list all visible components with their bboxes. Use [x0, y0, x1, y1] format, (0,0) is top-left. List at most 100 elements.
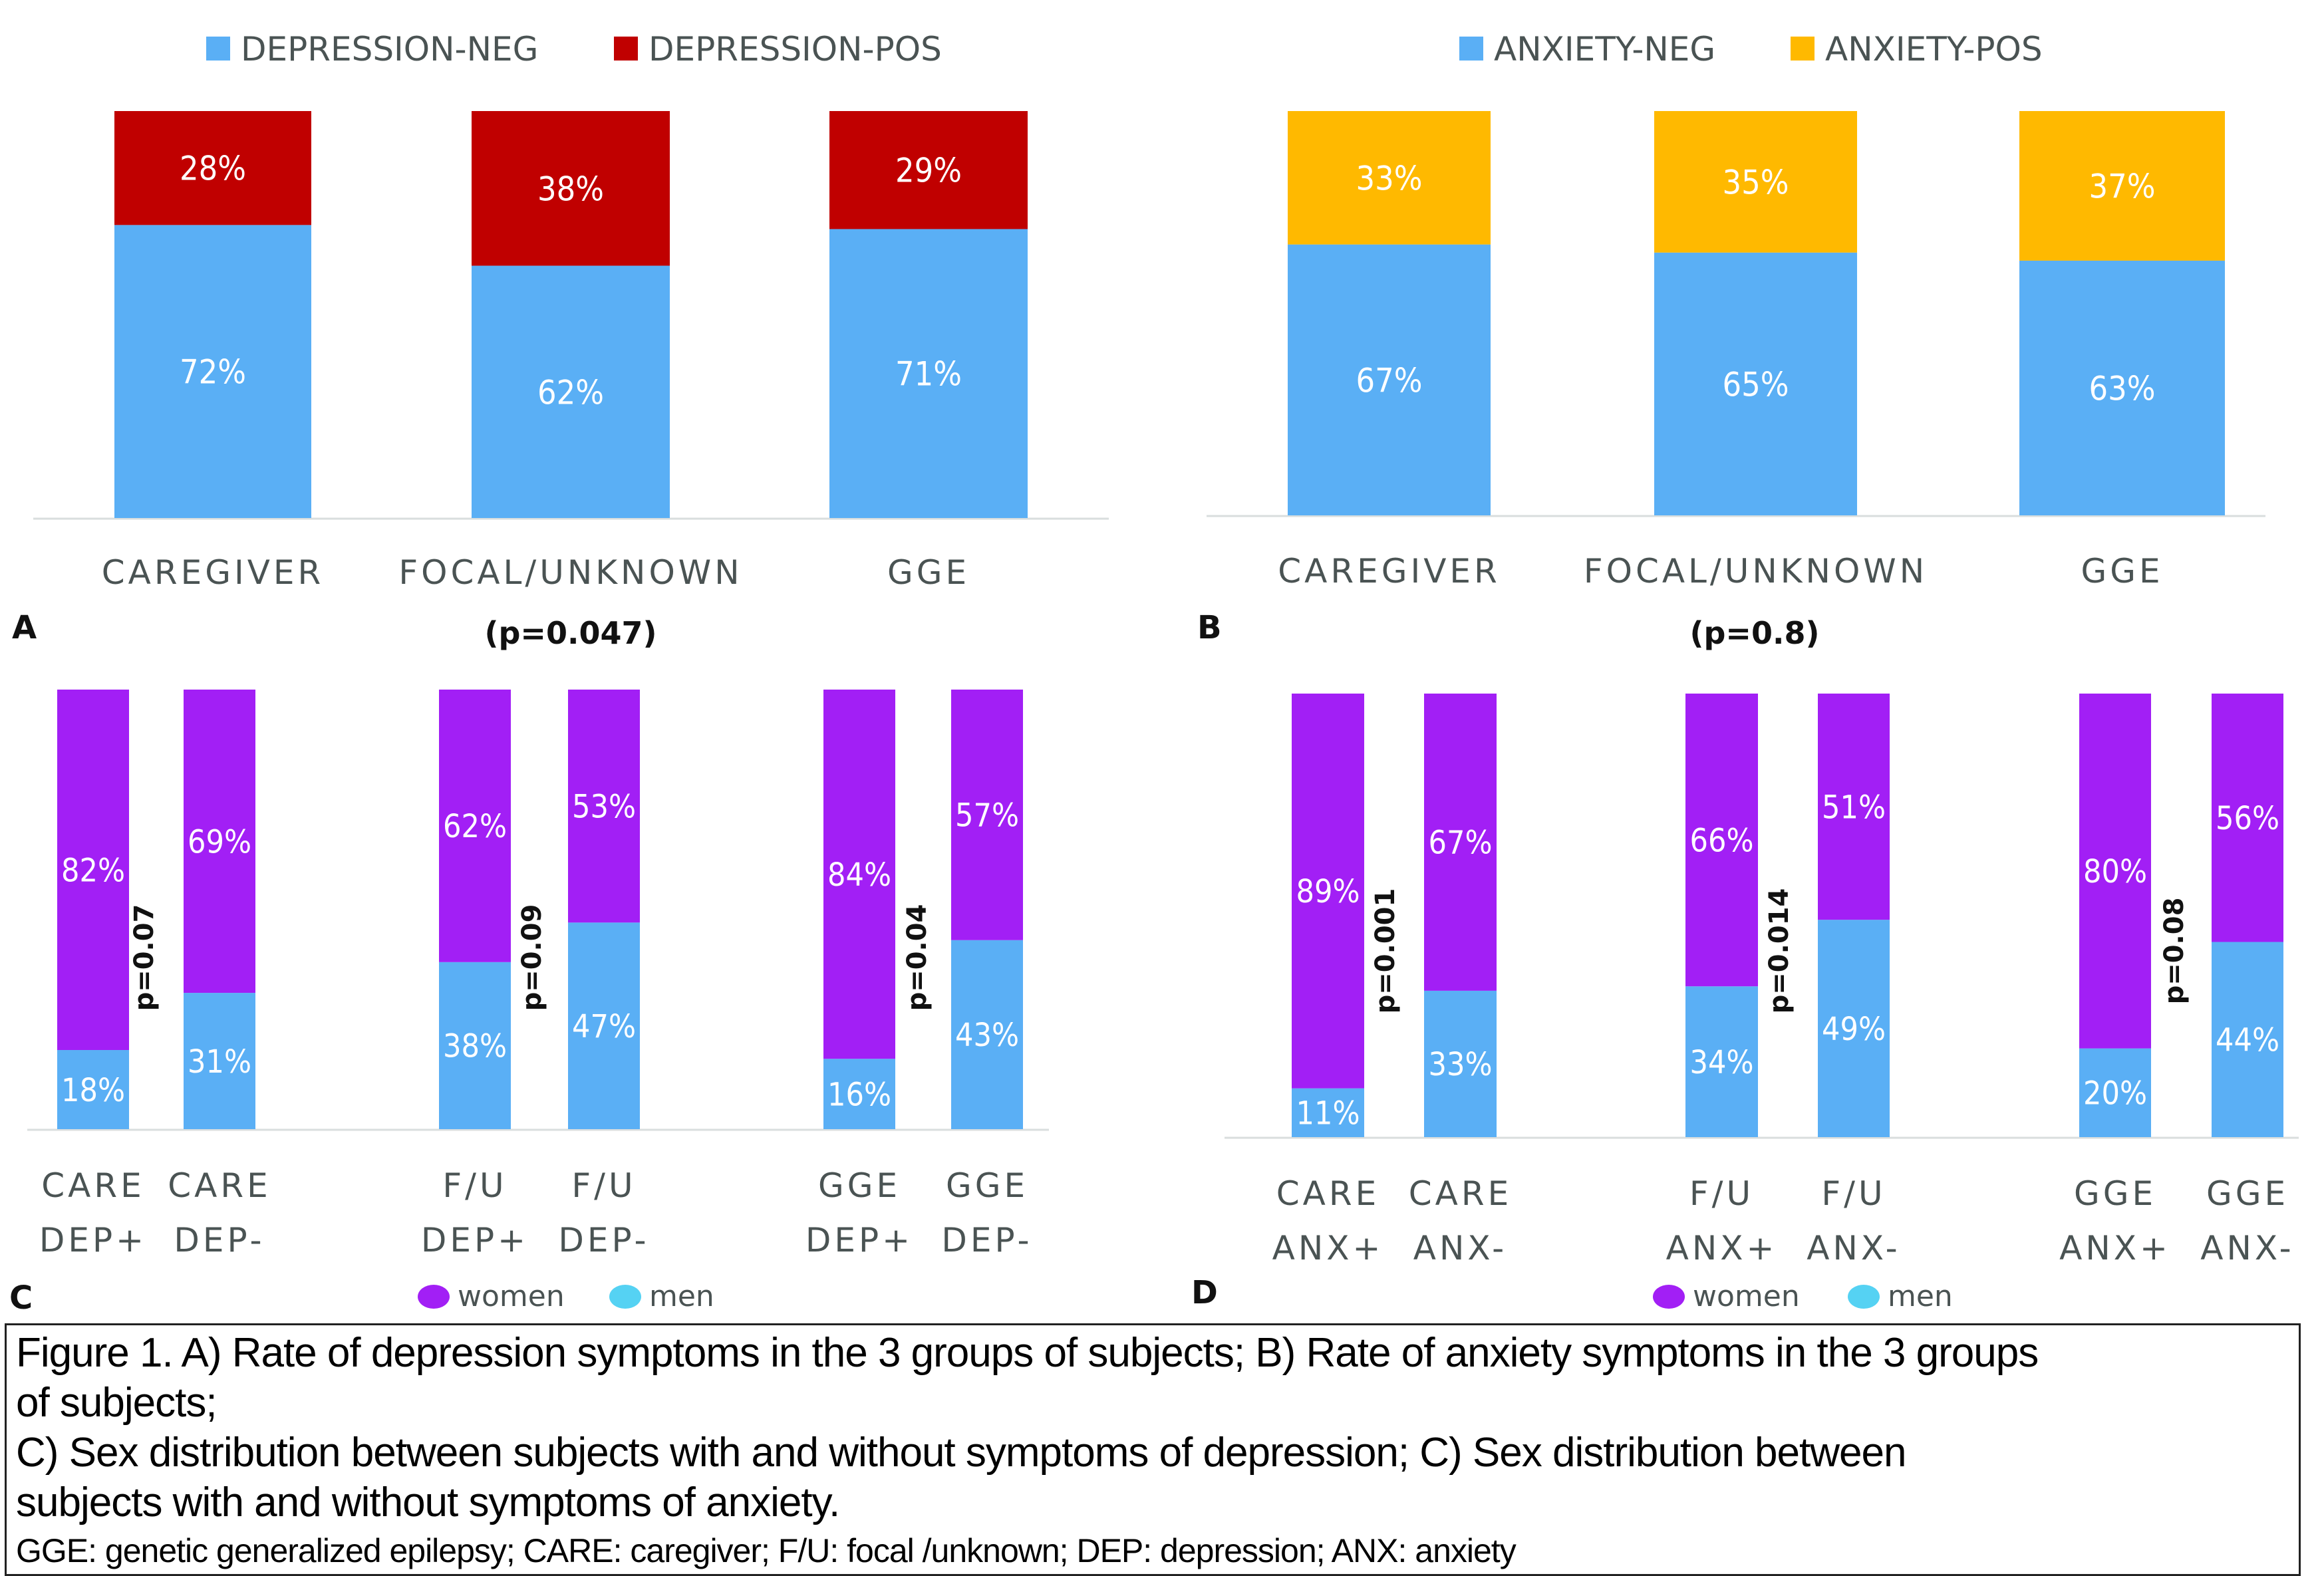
panel-b-data-label: 67%: [1356, 361, 1423, 400]
panel-d-data-label: 44%: [2216, 1022, 2279, 1059]
panel-b-bar-focal-unknown-anxiety-pos: [1654, 111, 1857, 253]
panel-d-data-label: 67%: [1429, 825, 1493, 862]
panel-d-data-label: 89%: [1296, 873, 1360, 910]
panel-c-bar-gge-dep--men: [951, 940, 1023, 1129]
panel-c-data-label: 16%: [827, 1076, 891, 1113]
panel-d-category-label: ANX+: [1666, 1229, 1778, 1267]
panel-c-category-label: GGE: [818, 1166, 901, 1205]
panel-c-category-label: DEP-: [174, 1221, 265, 1259]
panel-c-category-label: DEP+: [421, 1221, 529, 1259]
panel-a-bar-focal-unknown-depression-pos: [472, 111, 670, 266]
panel-d-category-label: CARE: [1409, 1174, 1512, 1213]
panel-a-data-label: 71%: [895, 355, 962, 394]
panel-d-category-label: CARE: [1276, 1174, 1380, 1213]
panel-b-data-label: 35%: [1723, 163, 1789, 201]
panel-a-category-label: CAREGIVER: [102, 553, 324, 592]
panel-c-category-label: F/U: [442, 1166, 507, 1205]
panel-c-category-label: DEP-: [941, 1221, 1032, 1259]
panel-c-data-label: 57%: [955, 797, 1019, 835]
panel-d-bar-gge-anx+-women: [2079, 694, 2151, 1049]
panel-c-bar-gge-dep+-women: [823, 690, 895, 1059]
panel-c-letter: C: [9, 1279, 33, 1317]
panel-b-category-label: FOCAL/UNKNOWN: [1584, 552, 1928, 591]
panel-c-data-label: 38%: [443, 1028, 507, 1065]
panel-c-category-label: DEP+: [805, 1221, 913, 1259]
panel-c-bar-f-u-dep+-women: [439, 690, 511, 962]
caption-line-1: Figure 1. A) Rate of depression symptoms…: [16, 1330, 2039, 1376]
panel-d-bar-f-u-anx--women: [1818, 694, 1890, 920]
panel-c-data-label: 69%: [188, 823, 251, 860]
panel-d-data-label: 34%: [1690, 1044, 1754, 1081]
panel-d-legend-label-men: men: [1888, 1279, 1953, 1313]
panel-b-category-label: CAREGIVER: [1278, 552, 1500, 591]
caption-line-4: subjects with and without symptoms of an…: [16, 1480, 840, 1525]
panel-d-p-value: p=0.014: [1764, 888, 1795, 1014]
panel-b-bar-focal-unknown-anxiety-neg: [1654, 252, 1857, 515]
panel-c-legend-marker-women: [418, 1285, 450, 1309]
panel-a-data-label: 72%: [180, 353, 246, 392]
panel-b-p-annotation: (p=0.8): [1689, 615, 1819, 651]
panel-a-category-label: FOCAL/UNKNOWN: [398, 553, 742, 592]
panel-c-data-label: 62%: [443, 808, 507, 845]
panel-d-legend-marker-men: [1848, 1285, 1880, 1309]
panel-a-data-label: 38%: [537, 170, 604, 208]
panel-c-data-label: 47%: [572, 1008, 636, 1045]
panel-b-data-label: 65%: [1723, 365, 1789, 404]
panel-a-data-label: 29%: [895, 152, 962, 190]
panel-c-legend-label-women: women: [458, 1279, 565, 1313]
panel-c-p-value: p=0.04: [902, 904, 933, 1011]
panel-c-data-label: 18%: [61, 1072, 125, 1109]
panel-c-category-label: DEP-: [558, 1221, 649, 1259]
panel-b-bar-caregiver-anxiety-pos: [1288, 111, 1491, 245]
panel-d-category-label: ANX-: [1807, 1229, 1900, 1267]
panel-c-bar-f-u-dep+-men: [439, 962, 511, 1129]
panel-b-legend-label-1: ANXIETY-POS: [1825, 30, 2043, 68]
panel-d-bar-f-u-anx--men: [1818, 920, 1890, 1137]
panel-d-data-label: 33%: [1429, 1046, 1493, 1083]
caption-abbreviations: GGE: genetic generalized epilepsy; CARE:…: [16, 1532, 1517, 1569]
panel-a-bar-gge-depression-pos: [829, 111, 1028, 229]
panel-a-letter: A: [12, 609, 37, 646]
panel-b-bar-gge-anxiety-neg: [2019, 260, 2225, 515]
panel-a-category-label: GGE: [887, 553, 970, 592]
panel-d-category-label: ANX-: [2200, 1229, 2294, 1267]
panel-c-category-label: GGE: [946, 1166, 1028, 1205]
panel-d-bar-f-u-anx+-women: [1685, 694, 1758, 987]
panel-d-letter: D: [1191, 1274, 1218, 1311]
panel-d-bar-care-anx+-women: [1292, 694, 1364, 1089]
panel-c-legend-marker-men: [609, 1285, 641, 1309]
panel-a-legend-swatch-1: [614, 37, 638, 61]
figure-caption: Figure 1. A) Rate of depression symptoms…: [5, 1323, 2301, 1576]
panel-a-bar-caregiver-depression-neg: [114, 225, 311, 518]
panel-d-data-label: 80%: [2083, 853, 2147, 890]
panel-d-category-label: ANX+: [2059, 1229, 2171, 1267]
panel-d-data-label: 66%: [1690, 822, 1754, 859]
panel-d-bar-gge-anx--women: [2212, 694, 2283, 942]
panel-a-bar-gge-depression-neg: [829, 229, 1028, 518]
panel-c-bar-f-u-dep--men: [568, 922, 640, 1129]
panel-a-bar-focal-unknown-depression-neg: [472, 265, 670, 518]
panel-c-data-label: 31%: [188, 1043, 251, 1081]
panel-c-data-label: 82%: [61, 852, 125, 889]
panel-c-category-label: DEP+: [39, 1221, 147, 1259]
panel-b-bar-caregiver-anxiety-neg: [1288, 244, 1491, 515]
panel-d-legend-label-women: women: [1693, 1279, 1800, 1313]
panel-d-data-label: 51%: [1822, 789, 1886, 826]
panel-b-data-label: 37%: [2089, 167, 2156, 205]
panel-c-bar-care-dep--women: [184, 690, 255, 993]
panel-c-p-value: p=0.07: [129, 904, 160, 1011]
panel-a-bar-caregiver-depression-pos: [114, 111, 311, 225]
panel-d-category-label: F/U: [1689, 1174, 1754, 1213]
panel-d-category-label: F/U: [1821, 1174, 1886, 1213]
panel-b-bar-gge-anxiety-pos: [2019, 111, 2225, 261]
panel-b-data-label: 33%: [1356, 159, 1423, 197]
panel-d-legend-marker-women: [1653, 1285, 1685, 1309]
caption-line-2: of subjects;: [16, 1380, 218, 1426]
panel-a-data-label: 62%: [537, 373, 604, 412]
panel-d-bar-gge-anx--men: [2212, 942, 2283, 1137]
panel-d-category-label: GGE: [2206, 1174, 2289, 1213]
panel-d-data-label: 49%: [1822, 1011, 1886, 1048]
panel-d-category-label: ANX-: [1413, 1229, 1507, 1267]
panel-c-bar-gge-dep--women: [951, 690, 1023, 940]
panel-c-bar-care-dep--men: [184, 993, 255, 1129]
